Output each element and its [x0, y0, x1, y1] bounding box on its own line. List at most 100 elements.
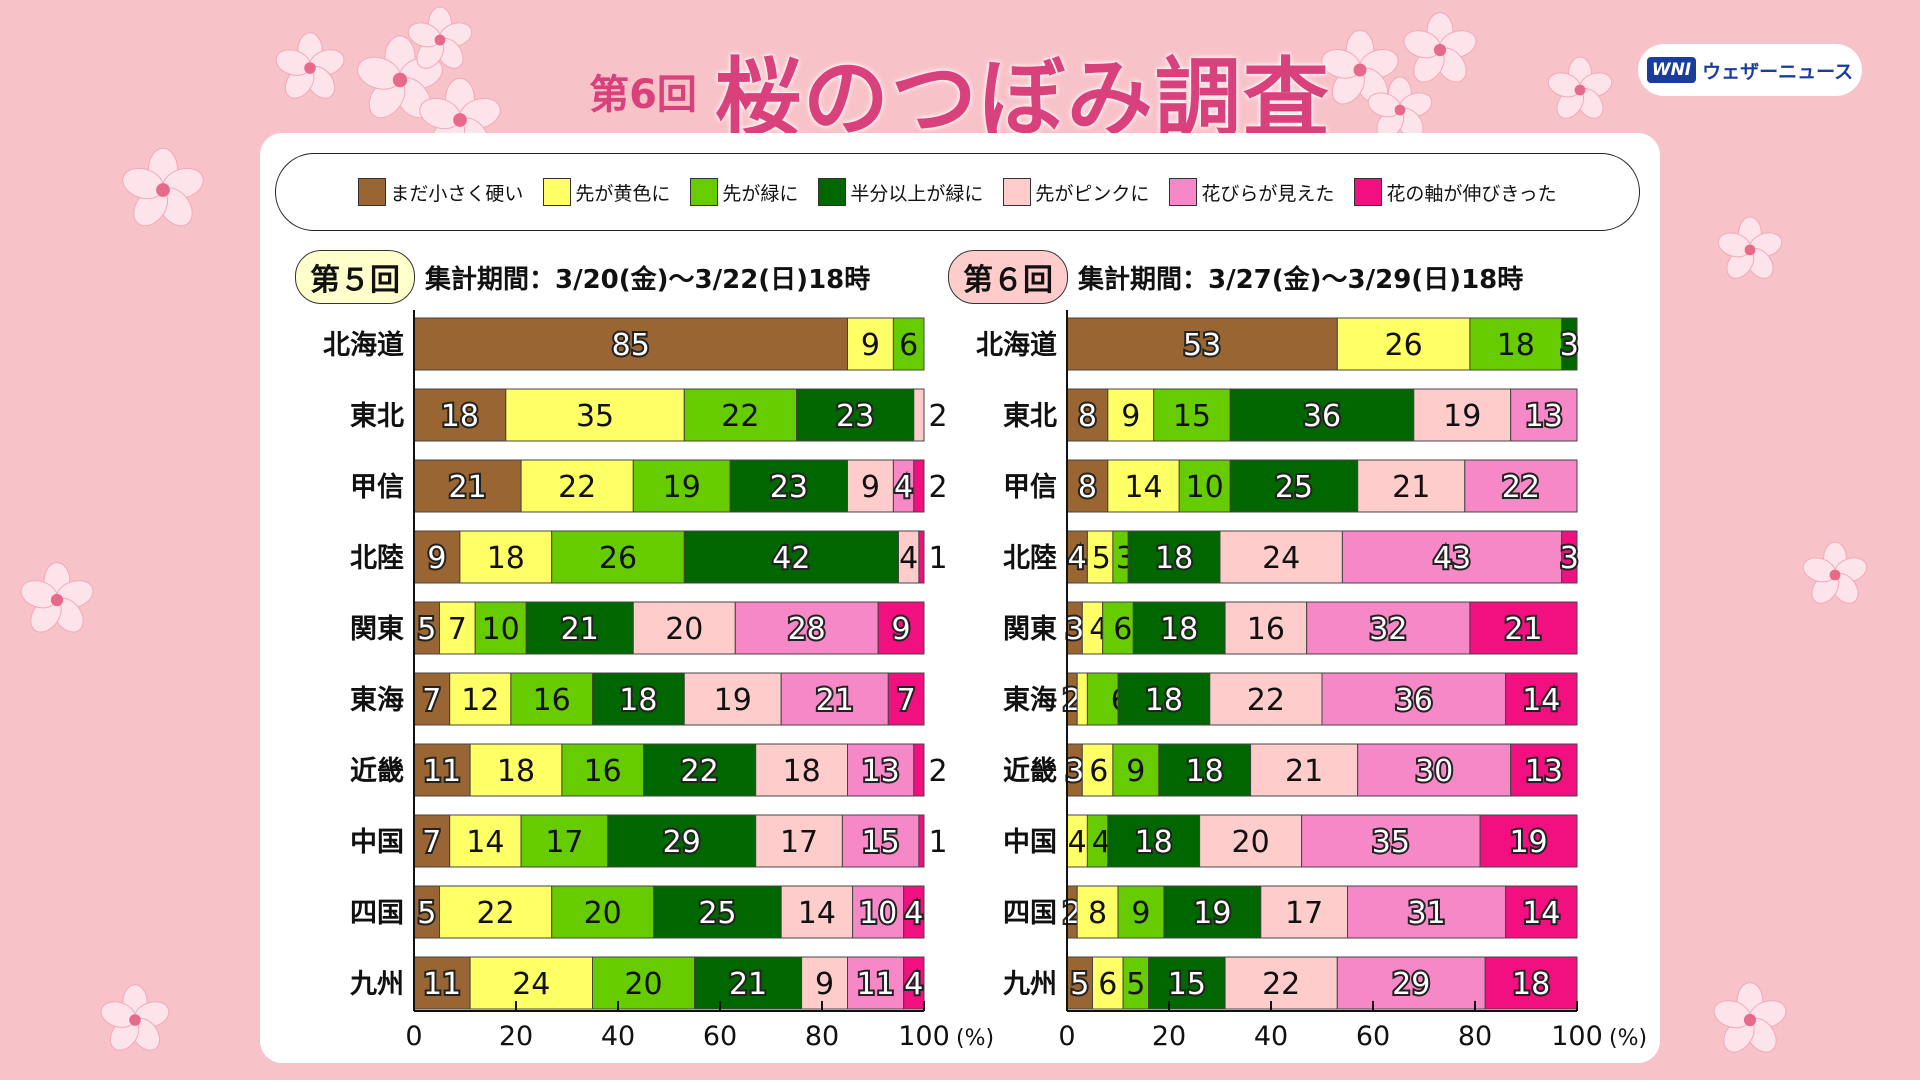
bar-segment — [1260, 885, 1349, 939]
data-label: 3 — [1560, 328, 1579, 363]
data-label: 21 — [1392, 470, 1430, 505]
data-label: 9 — [427, 541, 446, 576]
data-label: 3 — [1560, 541, 1579, 576]
data-label: 18 — [1135, 825, 1173, 860]
data-label: 5 — [1070, 967, 1089, 1002]
bar-segment — [632, 459, 731, 513]
bar-segment — [780, 672, 889, 726]
x-tick-label: 0 — [1058, 1021, 1075, 1052]
category-label: 九州 — [1003, 969, 1057, 1000]
data-label: 20 — [1232, 825, 1270, 860]
category-label: 近畿 — [350, 756, 404, 787]
category-label: 北海道 — [976, 329, 1057, 361]
cherry-blossom-icon — [407, 6, 473, 69]
data-label: 18 — [441, 399, 479, 434]
bar-segment — [469, 743, 563, 797]
bar-segment — [413, 530, 461, 584]
bar-segment — [1479, 814, 1578, 868]
cherry-blossom-icon — [20, 562, 94, 633]
category-label: 近畿 — [1003, 756, 1057, 787]
cherry-blossom-icon — [1321, 29, 1399, 105]
bar-segment — [1229, 388, 1415, 442]
data-label: 17 — [1285, 896, 1323, 931]
category-label: 関東 — [1003, 614, 1057, 645]
bar-segment — [469, 956, 594, 1010]
round-label: 第6回 — [589, 71, 697, 118]
bar-segment — [520, 459, 634, 513]
bar-segment — [1178, 459, 1231, 513]
legend-label: 花の軸が伸びきった — [1386, 182, 1557, 205]
data-label: 12 — [461, 683, 499, 718]
data-label: 29 — [663, 825, 701, 860]
panel-header-5: 第５回 集計期間：3/20(金)〜3/22(日)18時 — [295, 250, 870, 304]
data-label: 10 — [859, 896, 897, 931]
data-label: 19 — [1509, 825, 1547, 860]
legend-swatch — [690, 178, 719, 206]
bar-segment — [918, 814, 925, 868]
bar-segment — [877, 601, 925, 655]
x-tick-label: 40 — [1254, 1021, 1288, 1052]
legend-label: 先がピンクに — [1035, 182, 1150, 205]
period-text: 集計期間：3/27(金)〜3/29(日)18時 — [1078, 264, 1524, 295]
legend-swatch — [358, 178, 387, 206]
data-label: 21 — [448, 470, 486, 505]
data-label: 23 — [836, 399, 874, 434]
data-label: 35 — [576, 399, 614, 434]
data-label: 9 — [1126, 754, 1145, 789]
x-unit-label: (%) — [956, 1026, 994, 1051]
data-label: 9 — [815, 967, 834, 1002]
page-title: 第6回 桜のつぼみ調査 — [0, 28, 1920, 153]
data-label: 29 — [1392, 967, 1430, 1002]
bar-segment — [1357, 743, 1512, 797]
data-label: 53 — [1183, 328, 1221, 363]
data-label: 21 — [729, 967, 767, 1002]
data-label: 3 — [1065, 612, 1084, 647]
data-label: 17 — [545, 825, 583, 860]
bar-segment — [510, 672, 593, 726]
bar-segment — [1224, 956, 1338, 1010]
bar-segment — [1469, 601, 1578, 655]
data-label: 7 — [422, 825, 441, 860]
data-label: 8 — [1078, 470, 1097, 505]
data-label: 22 — [1262, 967, 1300, 1002]
bar-segment — [918, 530, 925, 584]
data-label: 19 — [714, 683, 752, 718]
data-label: 5 — [1126, 967, 1145, 1002]
bar-segment — [1464, 459, 1578, 513]
bar-segment — [1484, 956, 1578, 1010]
x-tick-label: 60 — [1356, 1021, 1390, 1052]
bar-segment — [474, 601, 527, 655]
data-label: 14 — [1522, 683, 1560, 718]
bar-segment — [1076, 885, 1119, 939]
bar-segment — [1081, 743, 1114, 797]
data-label: 22 — [477, 896, 515, 931]
data-label: 6 — [1113, 612, 1132, 647]
data-label: 16 — [1247, 612, 1285, 647]
bar-segment — [607, 814, 757, 868]
bar-segment — [1163, 885, 1262, 939]
data-label: 18 — [1512, 967, 1550, 1002]
logo-mark: WNI — [1646, 57, 1697, 83]
data-label: 13 — [1525, 754, 1563, 789]
data-label: 4 — [1068, 825, 1087, 860]
cherry-blossom-icon — [1547, 56, 1613, 119]
bar-segment — [683, 530, 899, 584]
data-label: 15 — [1173, 399, 1211, 434]
bar-segment — [1357, 459, 1466, 513]
data-label: 20 — [584, 896, 622, 931]
data-label: 3 — [1065, 754, 1084, 789]
data-label: 9 — [1121, 399, 1140, 434]
bar-segment — [755, 814, 843, 868]
x-tick-label: 20 — [1152, 1021, 1186, 1052]
data-label: 18 — [487, 541, 525, 576]
data-label: 20 — [665, 612, 703, 647]
round-badge: 第６回 — [948, 250, 1068, 304]
data-label: 22 — [721, 399, 759, 434]
weathernews-logo: WNI ウェザーニュース — [1638, 44, 1862, 96]
cherry-blossom-icon — [1713, 982, 1787, 1053]
legend-swatch — [1169, 178, 1198, 206]
data-label: 7 — [422, 683, 441, 718]
bar-segment — [796, 388, 915, 442]
legend-item: 半分以上が緑に — [818, 178, 983, 206]
